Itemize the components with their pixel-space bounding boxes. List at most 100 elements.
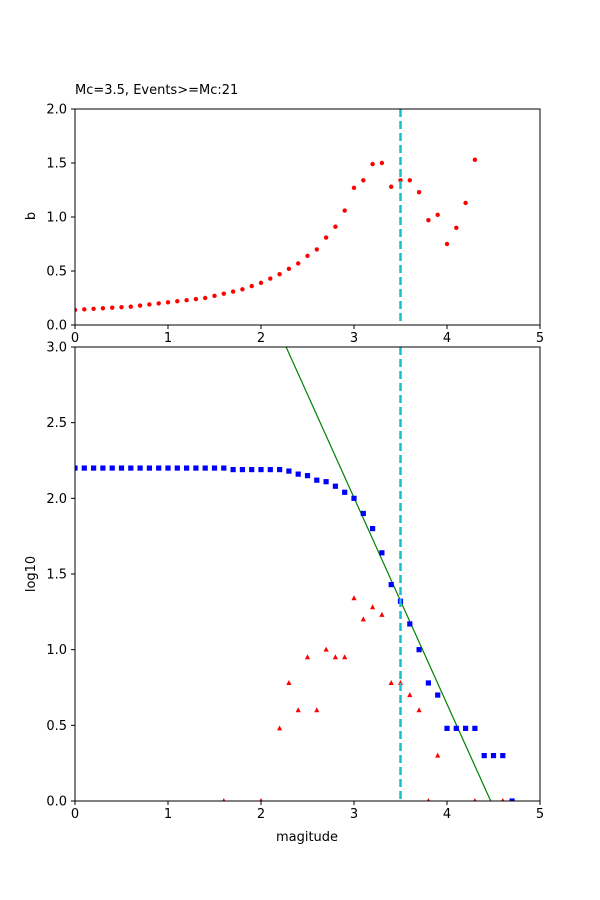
incremental-point [314, 707, 320, 713]
cumulative-point [165, 465, 171, 471]
cumulative-point [435, 692, 441, 698]
y-tick-label: 0.5 [46, 719, 67, 734]
incremental-point [501, 798, 505, 801]
cumulative-point [184, 465, 190, 471]
b-value-point [128, 304, 133, 309]
log10-chart: magitude log10 0 1 2 3 4 5 0.0 0.5 1.0 1.5 2.0 2.5 3… [24, 341, 544, 846]
cumulative-point [416, 647, 422, 653]
b-value-point [463, 200, 468, 206]
cumulative-point [258, 466, 264, 473]
b-value-point [137, 303, 143, 308]
cumulative-point [156, 465, 162, 471]
b-value-point [370, 161, 375, 167]
b-value-point [212, 293, 217, 299]
x-tick-label: 3 [350, 331, 358, 346]
x-tick-label: 4 [443, 331, 451, 346]
y-tick-label: 1.5 [46, 568, 67, 583]
incremental-point [379, 611, 385, 617]
log10-chart-plot-area: 0 1 2 3 4 5 0.0 0.5 1.0 1.5 2.0 2.5 3.0 [46, 341, 544, 823]
incremental-point [407, 692, 413, 698]
incremental-point [473, 798, 477, 801]
cumulative-point [351, 495, 357, 501]
b-value-point [342, 208, 347, 213]
y-tick-label: 1.5 [46, 157, 67, 172]
cumulative-point [193, 465, 199, 471]
cumulative-point [379, 550, 385, 556]
cumulative-point [342, 489, 348, 495]
cumulative-point [100, 465, 106, 471]
cumulative-point [211, 465, 218, 471]
series-incremental [222, 595, 505, 801]
b-value-point [323, 235, 329, 240]
incremental-point [332, 654, 338, 660]
incremental-point [259, 798, 263, 801]
b-value-point [91, 306, 96, 311]
cumulative-point [370, 526, 376, 532]
x-tick-label: 4 [443, 807, 451, 822]
cumulative-point [221, 465, 227, 471]
incremental-point [342, 654, 348, 660]
b-value-point [221, 291, 226, 296]
incremental-point [323, 646, 329, 652]
x-tick-label: 1 [164, 807, 172, 822]
b-value-point [249, 283, 254, 289]
cumulative-point [239, 466, 245, 473]
cumulative-point [277, 466, 283, 473]
b-value-point [305, 253, 310, 259]
cumulative-point [388, 581, 394, 588]
b-value-point [165, 300, 171, 305]
y-tick-label: 0.5 [46, 265, 67, 280]
x-tick-label: 2 [257, 331, 265, 346]
incremental-point [360, 616, 366, 622]
b-chart-ylabel: b [24, 212, 39, 220]
cumulative-point [472, 725, 478, 731]
b-value-point [230, 289, 236, 294]
plot-content [75, 347, 515, 801]
b-value-point [389, 184, 394, 189]
b-value-point [258, 280, 264, 286]
x-tick-label: 0 [71, 331, 79, 346]
b-value-point [268, 276, 273, 281]
cumulative-point [137, 465, 143, 471]
log10-chart-ylabel: log10 [24, 556, 39, 592]
cumulative-point [490, 753, 497, 759]
cumulative-point [509, 798, 515, 801]
x-tick-label: 1 [164, 331, 172, 346]
b-value-point [156, 301, 161, 306]
b-value-point [361, 178, 366, 183]
cumulative-point [91, 465, 97, 471]
cumulative-point [128, 465, 134, 471]
b-value-point [454, 225, 459, 230]
b-value-point [240, 287, 245, 292]
cumulative-point [425, 680, 431, 686]
cumulative-point [500, 753, 506, 759]
y-tick-label: 1.0 [46, 211, 67, 226]
cumulative-point [332, 483, 338, 489]
b-value-point [314, 247, 319, 252]
incremental-point [277, 725, 283, 731]
cumulative-point [360, 510, 366, 517]
cumulative-point [202, 465, 208, 471]
b-chart-plot-area: 0 1 2 3 4 5 0.0 0.5 1.0 1.5 2.0 [46, 103, 544, 347]
b-value-chart: Mc=3.5, Events>=Mc:21 b 0 1 2 3 4 5 0.0 0.5 1.0 1… [24, 83, 544, 346]
b-value-point [193, 296, 199, 302]
cumulative-point [118, 465, 125, 471]
y-tick-label: 2.0 [46, 103, 67, 118]
cumulative-point [453, 725, 459, 731]
x-tick-label: 5 [536, 331, 544, 346]
b-chart-title: Mc=3.5, Events>=Mc:21 [75, 83, 238, 98]
incremental-point [286, 679, 292, 685]
cumulative-point [295, 471, 301, 477]
series-cumulative [75, 465, 515, 801]
cumulative-point [81, 465, 87, 471]
incremental-point [295, 707, 301, 713]
cumulative-point [463, 725, 469, 731]
fit-line [285, 347, 492, 801]
cumulative-point [407, 621, 413, 627]
x-tick-label: 0 [71, 807, 79, 822]
cumulative-point [109, 465, 115, 471]
y-tick-label: 1.0 [46, 643, 67, 658]
b-value-point [119, 304, 124, 310]
b-value-point [416, 189, 422, 195]
